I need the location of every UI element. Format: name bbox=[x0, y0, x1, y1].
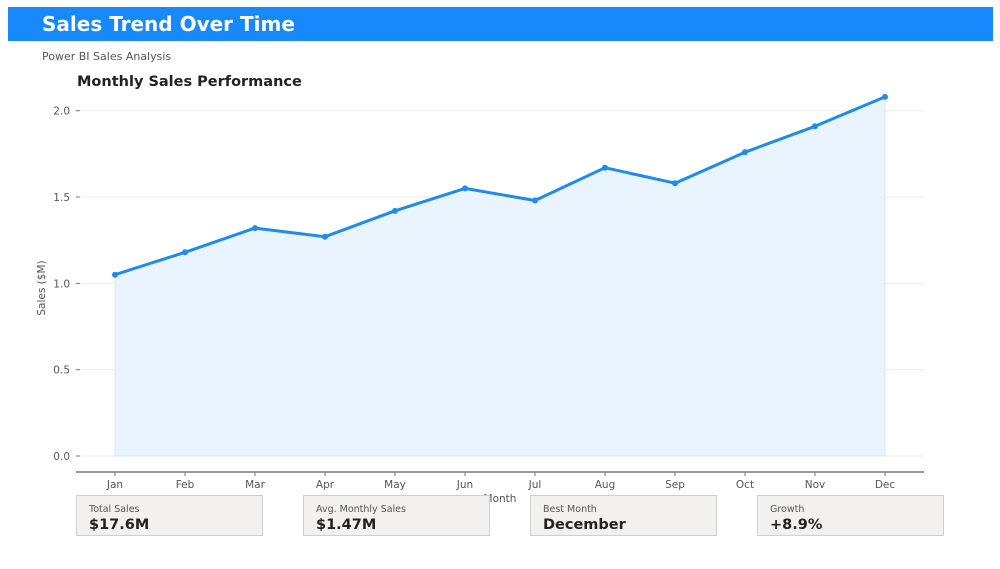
x-axis-label: Month bbox=[484, 493, 517, 505]
kpi-value: December bbox=[543, 517, 626, 533]
data-point bbox=[182, 249, 188, 256]
axes: 0.0 0.5 1.0 1.5 2.0 Jan Feb Mar Apr May Jun Jul Aug S… bbox=[53, 106, 924, 491]
kpi-label: Total Sales bbox=[89, 504, 140, 515]
x-tick-label: Nov bbox=[805, 479, 826, 491]
page-subtitle: Power BI Sales Analysis bbox=[42, 50, 172, 63]
page-title: Sales Trend Over Time bbox=[42, 12, 295, 36]
x-tick-label: Dec bbox=[875, 479, 896, 491]
x-tick-label: Oct bbox=[736, 479, 754, 491]
data-point bbox=[322, 233, 328, 240]
x-tick-label: Apr bbox=[316, 479, 335, 491]
y-tick-label: 1.0 bbox=[53, 278, 70, 290]
kpi-label: Best Month bbox=[543, 504, 597, 515]
x-tick-label: May bbox=[384, 479, 406, 491]
data-point bbox=[392, 207, 398, 214]
kpi-label: Growth bbox=[770, 504, 805, 515]
data-point bbox=[112, 271, 118, 278]
data-point bbox=[812, 123, 818, 130]
y-tick-label: 2.0 bbox=[53, 106, 70, 118]
series-line bbox=[113, 95, 887, 277]
chart-title: Monthly Sales Performance bbox=[77, 74, 302, 90]
x-tick-label: Mar bbox=[245, 479, 265, 491]
area-fill-layer bbox=[114, 96, 886, 457]
series-line-layer bbox=[113, 95, 887, 277]
data-point bbox=[532, 197, 538, 204]
kpi-value: $1.47M bbox=[316, 517, 377, 533]
x-tick-label: Jan bbox=[106, 479, 123, 491]
y-axis-label: Sales ($M) bbox=[36, 260, 48, 315]
y-tick-label: 1.5 bbox=[53, 192, 70, 204]
kpi-card-total-sales: Total Sales $17.6M bbox=[76, 495, 263, 536]
x-tick-label: Sep bbox=[665, 479, 685, 491]
data-point bbox=[882, 93, 888, 100]
data-point bbox=[742, 149, 748, 156]
data-point bbox=[462, 185, 468, 192]
data-point bbox=[672, 180, 678, 187]
header-bar: Sales Trend Over Time bbox=[8, 7, 993, 41]
area-fill bbox=[114, 96, 886, 457]
kpi-card-best-month: Best Month December bbox=[530, 495, 717, 536]
kpi-card-growth: Growth +8.9% bbox=[757, 495, 944, 536]
x-tick-label: Jun bbox=[456, 479, 473, 491]
x-tick-label: Feb bbox=[176, 479, 195, 491]
data-point bbox=[602, 164, 608, 171]
data-point bbox=[252, 225, 258, 232]
data-points bbox=[112, 93, 888, 278]
kpi-card-avg-monthly-sales: Avg. Monthly Sales $1.47M bbox=[303, 495, 490, 536]
kpi-label: Avg. Monthly Sales bbox=[316, 504, 406, 515]
y-tick-label: 0.0 bbox=[53, 451, 70, 463]
kpi-value: $17.6M bbox=[89, 517, 150, 533]
kpi-value: +8.9% bbox=[770, 517, 823, 533]
x-tick-label: Aug bbox=[595, 479, 616, 491]
y-tick-label: 0.5 bbox=[53, 365, 70, 377]
x-tick-label: Jul bbox=[528, 479, 542, 491]
